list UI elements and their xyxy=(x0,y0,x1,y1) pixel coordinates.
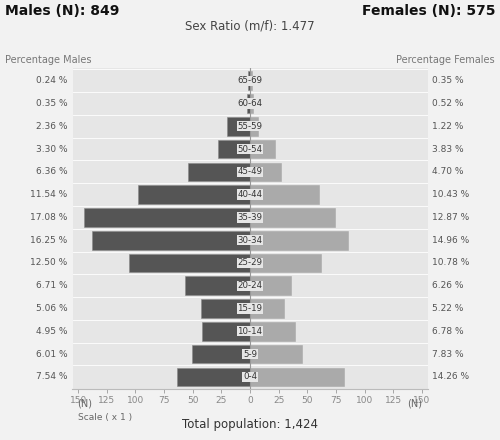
Text: 30-34: 30-34 xyxy=(238,236,262,245)
Text: 11.54 %: 11.54 % xyxy=(30,190,68,199)
Text: 14.26 %: 14.26 % xyxy=(432,372,470,381)
Text: 12.87 %: 12.87 % xyxy=(432,213,470,222)
Text: 55-59: 55-59 xyxy=(238,122,262,131)
Text: 4.70 %: 4.70 % xyxy=(432,167,464,176)
Text: (N): (N) xyxy=(78,398,92,408)
Text: 6.71 %: 6.71 % xyxy=(36,281,68,290)
Text: 10.78 %: 10.78 % xyxy=(432,258,470,268)
Text: Total population: 1,424: Total population: 1,424 xyxy=(182,418,318,431)
Text: 5-9: 5-9 xyxy=(243,350,257,359)
Text: 2.36 %: 2.36 % xyxy=(36,122,68,131)
Bar xyxy=(248,71,250,90)
Bar xyxy=(227,117,250,136)
Bar xyxy=(201,299,250,318)
Bar xyxy=(250,276,291,295)
Text: Females (N): 575: Females (N): 575 xyxy=(362,4,495,18)
Bar xyxy=(202,322,250,341)
Bar xyxy=(176,367,250,386)
Text: Sex Ratio (m/f): 1.477: Sex Ratio (m/f): 1.477 xyxy=(185,20,315,33)
Text: 50-54: 50-54 xyxy=(238,145,262,154)
Bar xyxy=(250,231,348,249)
Text: 3.30 %: 3.30 % xyxy=(36,145,68,154)
Text: 5.22 %: 5.22 % xyxy=(432,304,464,313)
Text: 10.43 %: 10.43 % xyxy=(432,190,470,199)
Text: 45-49: 45-49 xyxy=(238,167,262,176)
Bar xyxy=(250,322,294,341)
Text: 3.83 %: 3.83 % xyxy=(432,145,464,154)
Text: 10-14: 10-14 xyxy=(238,327,262,336)
Text: 0.52 %: 0.52 % xyxy=(432,99,464,108)
Text: Percentage Females: Percentage Females xyxy=(396,55,495,65)
Text: Percentage Males: Percentage Males xyxy=(5,55,92,65)
Text: 0.35 %: 0.35 % xyxy=(36,99,68,108)
Text: 6.26 %: 6.26 % xyxy=(432,281,464,290)
Text: 6.01 %: 6.01 % xyxy=(36,350,68,359)
Bar xyxy=(218,140,250,158)
Text: 7.54 %: 7.54 % xyxy=(36,372,68,381)
Bar xyxy=(250,140,275,158)
Text: 12.50 %: 12.50 % xyxy=(30,258,68,268)
Text: 4.95 %: 4.95 % xyxy=(36,327,68,336)
Text: 17.08 %: 17.08 % xyxy=(30,213,68,222)
Text: 5.06 %: 5.06 % xyxy=(36,304,68,313)
Bar xyxy=(184,276,250,295)
Text: 6.78 %: 6.78 % xyxy=(432,327,464,336)
Bar xyxy=(250,253,321,272)
Text: 1.22 %: 1.22 % xyxy=(432,122,464,131)
Bar xyxy=(250,345,302,363)
Text: (N): (N) xyxy=(408,398,422,408)
Text: 14.96 %: 14.96 % xyxy=(432,236,470,245)
Bar xyxy=(250,299,284,318)
Bar xyxy=(92,231,250,249)
Text: Scale ( x 1 ): Scale ( x 1 ) xyxy=(78,414,132,422)
Text: 20-24: 20-24 xyxy=(238,281,262,290)
Bar xyxy=(246,94,250,113)
Bar xyxy=(138,185,250,204)
Text: 0.35 %: 0.35 % xyxy=(432,76,464,85)
Text: 40-44: 40-44 xyxy=(238,190,262,199)
Text: 0.24 %: 0.24 % xyxy=(36,76,68,85)
Text: 6.36 %: 6.36 % xyxy=(36,167,68,176)
Bar xyxy=(250,185,318,204)
Bar xyxy=(250,367,344,386)
Text: 25-29: 25-29 xyxy=(238,258,262,268)
Text: 0-4: 0-4 xyxy=(243,372,257,381)
Text: 16.25 %: 16.25 % xyxy=(30,236,68,245)
Bar xyxy=(192,345,250,363)
Text: 60-64: 60-64 xyxy=(238,99,262,108)
Bar xyxy=(250,162,281,181)
Text: 35-39: 35-39 xyxy=(238,213,262,222)
Bar xyxy=(128,253,250,272)
Bar xyxy=(250,71,252,90)
Text: Males (N): 849: Males (N): 849 xyxy=(5,4,119,18)
Text: 15-19: 15-19 xyxy=(238,304,262,313)
Bar xyxy=(250,208,334,227)
Bar xyxy=(250,117,258,136)
Text: 7.83 %: 7.83 % xyxy=(432,350,464,359)
Bar xyxy=(188,162,250,181)
Text: 65-69: 65-69 xyxy=(238,76,262,85)
Bar xyxy=(84,208,250,227)
Bar xyxy=(250,94,254,113)
